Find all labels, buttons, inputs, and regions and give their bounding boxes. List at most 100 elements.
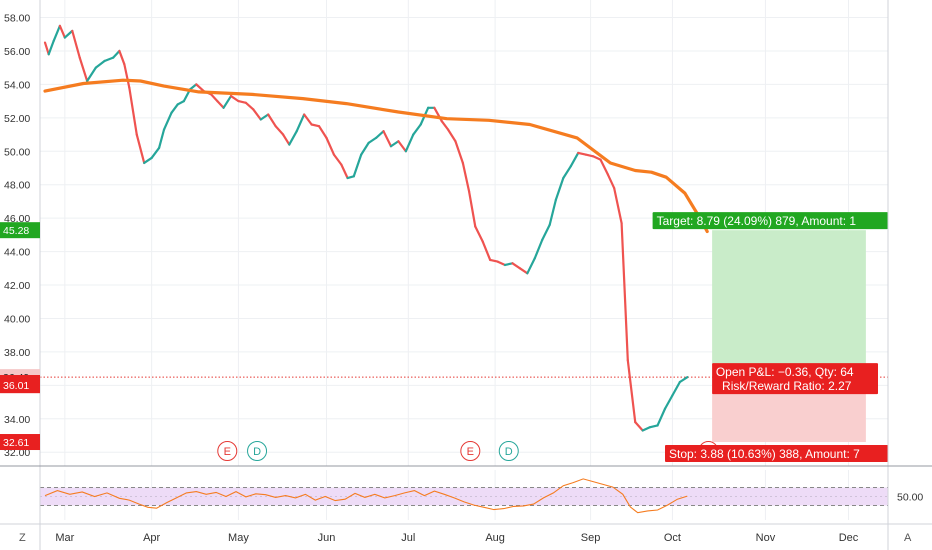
price-segment [620, 222, 629, 362]
price-segment [71, 29, 81, 59]
price-tag-label: 45.28 [3, 225, 29, 237]
y-tick-label: 48.00 [4, 180, 30, 192]
price-segment [195, 83, 205, 93]
price-tag [0, 434, 40, 451]
price-segment [634, 421, 644, 432]
price-segment [518, 267, 529, 275]
price-segment [244, 101, 255, 111]
price-segment [663, 394, 674, 410]
price-segment [259, 113, 270, 121]
y-tick-label: 44.00 [4, 247, 30, 259]
price-segment [481, 240, 492, 262]
price-segment [143, 156, 153, 165]
price-segment [382, 130, 393, 148]
price-segment [352, 153, 363, 178]
y-tick-label: 34.00 [4, 414, 30, 426]
oscillator [40, 478, 888, 514]
price-segment [274, 125, 285, 136]
price-segment [569, 151, 580, 168]
price-segment [446, 128, 457, 143]
risk-reward-label: Risk/Reward Ratio: 2.27 [722, 379, 852, 393]
event-marker-letter: E [224, 446, 231, 458]
price-segment [656, 407, 667, 427]
price-segment [526, 257, 536, 275]
price-segment [577, 151, 587, 156]
price-tag-label: 36.01 [3, 380, 29, 392]
y-tick-label: 40.00 [4, 313, 30, 325]
price-segment [63, 29, 74, 39]
moving-average [43, 78, 709, 234]
price-tag-label: 32.61 [3, 437, 29, 449]
price-segment [123, 63, 131, 89]
price-segment [641, 426, 652, 432]
price-segment [295, 113, 306, 133]
price-segment [591, 155, 602, 161]
target-label: Target: 8.79 (24.09%) 879, Amount: 1 [657, 214, 857, 228]
dividend-marker[interactable] [247, 441, 268, 461]
toolbar-left-button[interactable]: Z [19, 532, 26, 544]
price-segment [454, 140, 464, 165]
price-segment [303, 113, 313, 126]
price-segment [162, 111, 173, 131]
price-segment [310, 123, 321, 128]
price-segment [503, 262, 514, 267]
earnings-marker[interactable] [217, 441, 238, 461]
price-segment [86, 66, 97, 83]
price-tag [0, 222, 40, 239]
price-segment [188, 83, 198, 91]
moving-average-line [43, 78, 709, 234]
price-segment [210, 93, 219, 103]
price-segment [678, 376, 689, 384]
stop-label-box [665, 445, 888, 463]
price-segment [317, 125, 328, 139]
x-tick-label: May [228, 532, 249, 544]
x-tick-label: Jun [318, 532, 336, 544]
price-segment [43, 41, 50, 56]
price-segment [332, 153, 343, 166]
price-segment [325, 136, 336, 156]
x-tick-label: Mar [55, 532, 74, 544]
price-segment [340, 163, 349, 180]
y-tick-label: 46.00 [4, 213, 30, 225]
price-segment [562, 165, 572, 180]
price-segment [229, 94, 240, 103]
price-segment [541, 223, 551, 241]
price-segment [584, 153, 595, 158]
y-tick-label: 38.00 [4, 347, 30, 359]
price-tag [0, 377, 40, 394]
price-series [43, 24, 689, 432]
oscillator-line [44, 478, 688, 514]
price-segment [288, 130, 298, 146]
toolbar-right-button[interactable]: A [904, 532, 912, 544]
x-tick-label: Apr [143, 532, 160, 544]
event-marker-letter: D [253, 446, 261, 458]
price-segment [554, 176, 565, 201]
event-markers: EDEDE [217, 441, 719, 461]
event-marker-letter: E [467, 446, 474, 458]
price-segment [626, 359, 637, 424]
price-segment [58, 24, 66, 39]
dividend-marker[interactable] [498, 441, 519, 461]
price-segment [511, 262, 522, 270]
price-segment [606, 173, 616, 190]
price-segment [404, 133, 415, 153]
price-segment [222, 94, 233, 109]
price-segment [533, 238, 544, 260]
oscillator-band [40, 487, 888, 506]
price-segment [267, 113, 277, 128]
earnings-marker[interactable] [460, 441, 481, 461]
price-segment [496, 260, 507, 267]
price-segment [112, 49, 121, 59]
price-segment [374, 130, 385, 139]
x-tick-label: Aug [485, 532, 505, 544]
target-label-box [652, 212, 888, 230]
oscillator-axis-label: 50.00 [897, 492, 923, 504]
price-segment [281, 133, 291, 146]
price-segment [94, 59, 106, 69]
event-marker-letter: D [505, 446, 513, 458]
y-tick-label: 50.00 [4, 146, 30, 158]
price-segment [548, 198, 557, 226]
